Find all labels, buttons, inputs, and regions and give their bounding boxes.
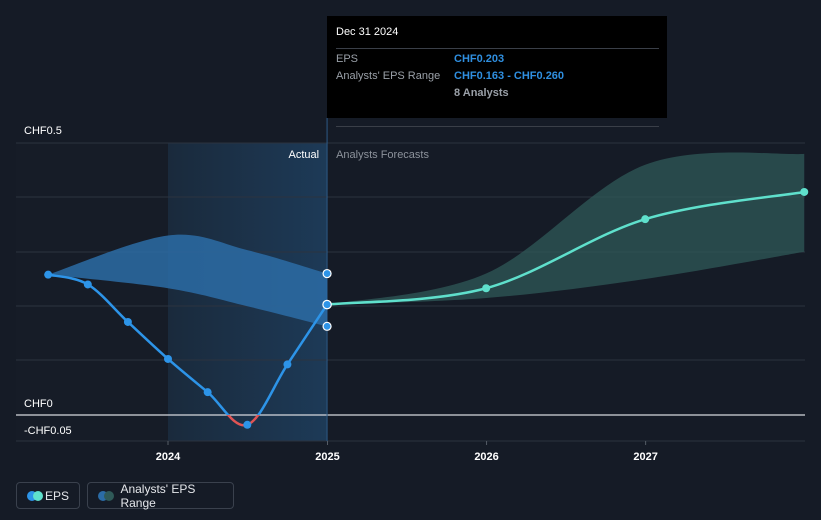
eps-chart: Actual Analysts Forecasts CHF0.5 CHF0 -CHF0.… [16,118,809,463]
range-legend-icon [98,490,114,501]
range-band-forecast [327,152,805,305]
tooltip-eps-value: CHF0.203 [454,53,505,65]
eps-forecast-point [482,284,491,293]
eps-legend-icon [27,490,43,501]
range-low-marker [322,321,332,331]
tooltip-analysts: 8 Analysts [454,87,509,99]
eps-point [283,360,292,369]
eps-point [123,317,132,326]
eps-point [83,280,92,289]
label-actual: Actual [288,149,319,161]
tooltip-divider [336,102,659,127]
legend-range-button[interactable]: Analysts' EPS Range [87,481,234,510]
x-tick-label: 2024 [156,451,181,463]
label-analysts-forecasts: Analysts Forecasts [336,149,429,161]
y-tick-label: -CHF0.05 [24,425,72,437]
eps-forecast-point [641,215,650,224]
eps-forecast-line [326,190,805,306]
past-region-left [16,143,168,441]
legend-range-label: Analysts' EPS Range [120,481,196,510]
tooltip-range-value: CHF0.163 - CHF0.260 [454,70,565,82]
x-tick-label: 2027 [633,451,657,463]
y-tick-label: CHF0.5 [24,125,62,137]
range-band-actual [48,234,328,327]
legend-eps-button[interactable]: EPS [16,482,80,509]
legend-eps-label: EPS [44,488,69,503]
tooltip-range-label: Analysts' EPS Range [336,70,441,82]
eps-point [203,388,212,397]
tooltip-spacer [336,85,454,102]
range-high-marker [322,268,332,279]
eps-forecast-point [800,187,809,196]
hover-tooltip: Dec 31 2024 EPS CHF0.203 Analysts' EPS R… [327,16,667,127]
eps-point [322,299,332,310]
eps-point [44,270,53,279]
tooltip-date: Dec 31 2024 [336,24,659,49]
y-tick-label: CHF0 [24,398,53,410]
eps-point [243,420,252,429]
x-tick-label: 2026 [474,451,498,463]
x-tick-label: 2025 [315,451,339,463]
eps-point [164,354,172,363]
tooltip-eps-label: EPS [336,53,359,65]
